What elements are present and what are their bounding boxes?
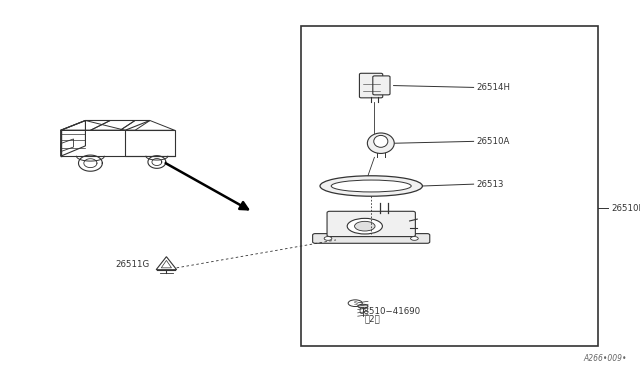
Text: 08510−41690: 08510−41690	[358, 307, 420, 316]
Ellipse shape	[324, 237, 332, 240]
Text: 26514H: 26514H	[477, 83, 511, 92]
Ellipse shape	[355, 221, 375, 231]
Text: 26511G: 26511G	[115, 260, 150, 269]
Ellipse shape	[358, 304, 368, 308]
Text: 26513: 26513	[477, 180, 504, 189]
Ellipse shape	[347, 218, 383, 234]
Text: S: S	[353, 301, 357, 306]
Text: A266•009•: A266•009•	[584, 354, 627, 363]
Ellipse shape	[332, 180, 412, 192]
Text: 26510N: 26510N	[611, 204, 640, 213]
FancyBboxPatch shape	[372, 76, 390, 95]
Ellipse shape	[411, 237, 419, 240]
Ellipse shape	[320, 176, 422, 196]
Ellipse shape	[367, 133, 394, 153]
Ellipse shape	[374, 135, 388, 147]
FancyBboxPatch shape	[360, 73, 383, 98]
Text: （2）: （2）	[365, 314, 381, 323]
Bar	[301, 26, 598, 346]
Ellipse shape	[348, 300, 362, 307]
Text: 26510A: 26510A	[477, 137, 510, 146]
FancyBboxPatch shape	[312, 234, 430, 243]
FancyBboxPatch shape	[327, 211, 415, 237]
